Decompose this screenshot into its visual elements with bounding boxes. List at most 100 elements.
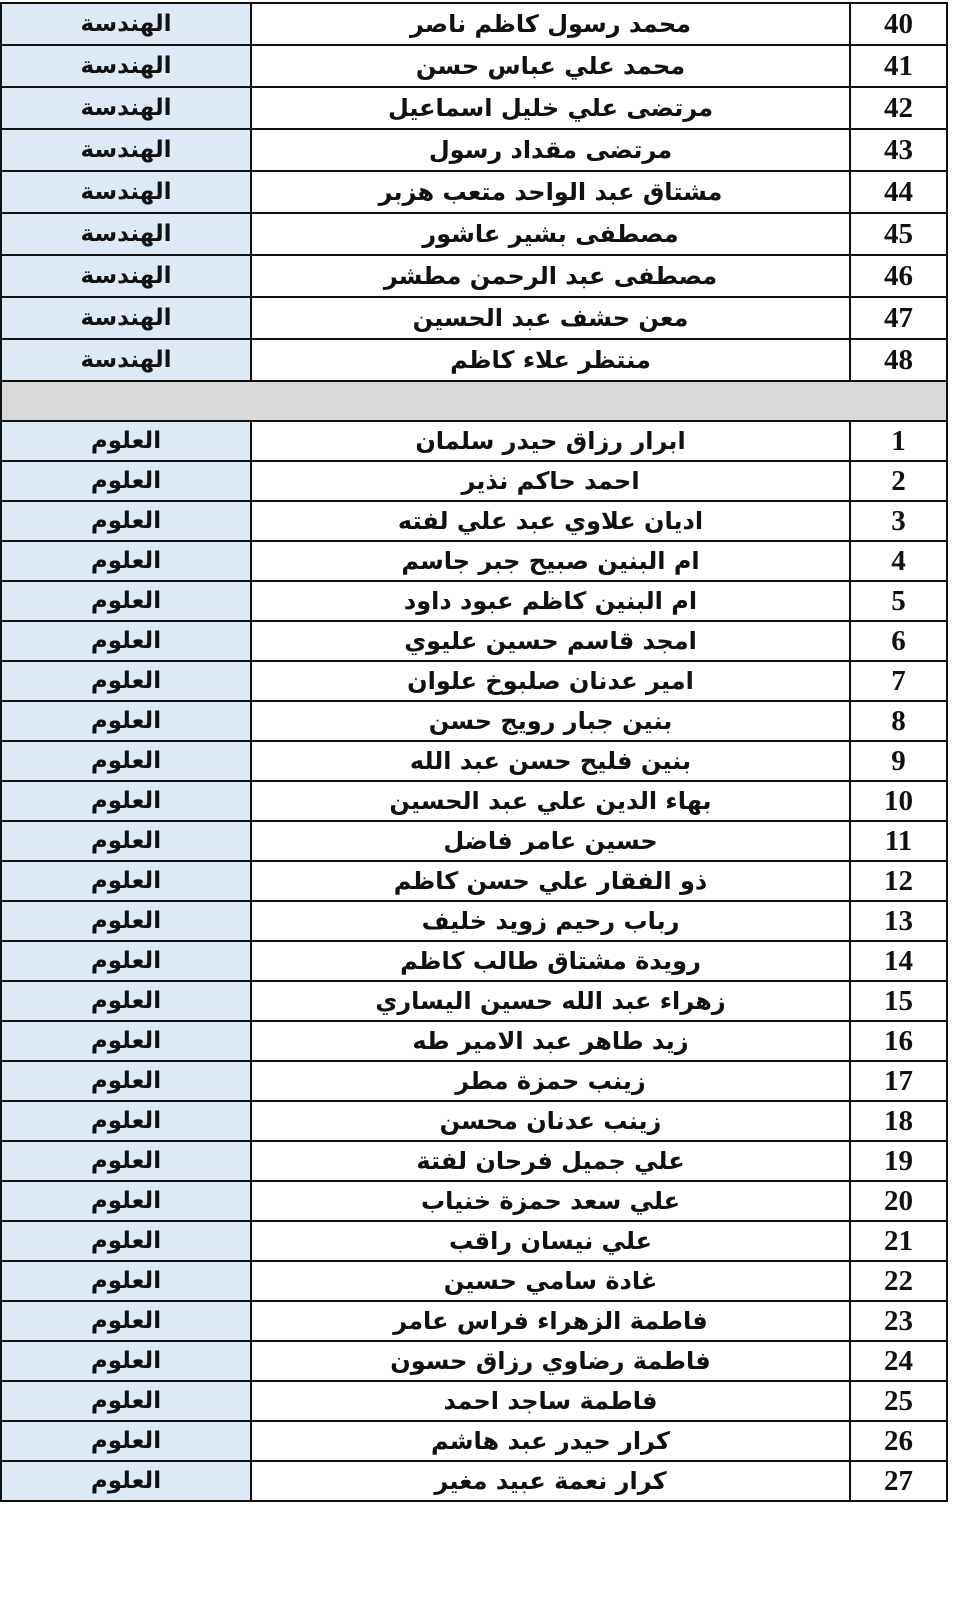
student-name-cell: منتظر علاء كاظم	[250, 338, 851, 382]
row-number-cell: 14	[849, 940, 948, 982]
department-cell: العلوم	[0, 1460, 252, 1502]
student-name-cell: احمد حاكم نذير	[250, 460, 851, 502]
student-name-cell: محمد علي عباس حسن	[250, 44, 851, 88]
row-number-cell: 48	[849, 338, 948, 382]
row-number-cell: 7	[849, 660, 948, 702]
row-number-cell: 16	[849, 1020, 948, 1062]
table-row: العلوم ام البنين كاظم عبود داود 5	[0, 580, 948, 622]
table-row: العلوم علي جميل فرحان لفتة 19	[0, 1140, 948, 1182]
student-name-cell: مرتضى علي خليل اسماعيل	[250, 86, 851, 130]
student-name-cell: امجد قاسم حسين عليوي	[250, 620, 851, 662]
student-name-cell: حسين عامر فاضل	[250, 820, 851, 862]
table-row: العلوم بنين فليح حسن عبد الله 9	[0, 740, 948, 782]
student-name-cell: محمد رسول كاظم ناصر	[250, 2, 851, 46]
student-name-cell: امير عدنان صلبوخ علوان	[250, 660, 851, 702]
row-number-cell: 24	[849, 1340, 948, 1382]
department-cell: العلوم	[0, 1060, 252, 1102]
department-cell: العلوم	[0, 1220, 252, 1262]
table-row: الهندسة مصطفى عبد الرحمن مطشر 46	[0, 254, 948, 298]
row-number-cell: 21	[849, 1220, 948, 1262]
row-number-cell: 18	[849, 1100, 948, 1142]
department-cell: العلوم	[0, 540, 252, 582]
row-number-cell: 2	[849, 460, 948, 502]
department-cell: العلوم	[0, 1380, 252, 1422]
student-name-cell: زيد طاهر عبد الامير طه	[250, 1020, 851, 1062]
table-row: العلوم زيد طاهر عبد الامير طه 16	[0, 1020, 948, 1062]
row-number-cell: 46	[849, 254, 948, 298]
row-number-cell: 41	[849, 44, 948, 88]
table-row: العلوم رباب رحيم زويد خليف 13	[0, 900, 948, 942]
department-cell: العلوم	[0, 740, 252, 782]
student-name-cell: زهراء عبد الله حسين اليساري	[250, 980, 851, 1022]
row-number-cell: 5	[849, 580, 948, 622]
department-cell: العلوم	[0, 1260, 252, 1302]
row-number-cell: 9	[849, 740, 948, 782]
department-cell: الهندسة	[0, 44, 252, 88]
table-row: العلوم علي نيسان راقب 21	[0, 1220, 948, 1262]
row-number-cell: 1	[849, 420, 948, 462]
row-number-cell: 22	[849, 1260, 948, 1302]
department-cell: العلوم	[0, 1100, 252, 1142]
department-cell: العلوم	[0, 780, 252, 822]
student-name-cell: رباب رحيم زويد خليف	[250, 900, 851, 942]
student-name-cell: ام البنين صبيح جبر جاسم	[250, 540, 851, 582]
student-name-cell: معن حشف عبد الحسين	[250, 296, 851, 340]
student-name-cell: مرتضى مقداد رسول	[250, 128, 851, 172]
student-name-cell: فاطمة ساجد احمد	[250, 1380, 851, 1422]
department-cell: العلوم	[0, 1300, 252, 1342]
department-cell: العلوم	[0, 1340, 252, 1382]
table-row: العلوم غادة سامي حسين 22	[0, 1260, 948, 1302]
department-cell: العلوم	[0, 500, 252, 542]
student-list-table: الهندسة محمد رسول كاظم ناصر 40 الهندسة محمد …	[0, 2, 948, 1502]
department-cell: العلوم	[0, 1420, 252, 1462]
table-row: العلوم امجد قاسم حسين عليوي 6	[0, 620, 948, 662]
student-name-cell: بهاء الدين علي عبد الحسين	[250, 780, 851, 822]
student-name-cell: بنين جبار رويج حسن	[250, 700, 851, 742]
table-row: الهندسة منتظر علاء كاظم 48	[0, 338, 948, 382]
student-name-cell: مشتاق عبد الواحد متعب هزبر	[250, 170, 851, 214]
row-number-cell: 23	[849, 1300, 948, 1342]
table-row: الهندسة معن حشف عبد الحسين 47	[0, 296, 948, 340]
department-cell: الهندسة	[0, 128, 252, 172]
table-row: العلوم فاطمة الزهراء فراس عامر 23	[0, 1300, 948, 1342]
table-row: العلوم بنين جبار رويج حسن 8	[0, 700, 948, 742]
student-name-cell: زينب حمزة مطر	[250, 1060, 851, 1102]
row-number-cell: 11	[849, 820, 948, 862]
department-cell: العلوم	[0, 940, 252, 982]
department-cell: العلوم	[0, 700, 252, 742]
student-name-cell: كرار نعمة عبيد مغير	[250, 1460, 851, 1502]
row-number-cell: 8	[849, 700, 948, 742]
table-row: العلوم ذو الفقار علي حسن كاظم 12	[0, 860, 948, 902]
table-row: العلوم زهراء عبد الله حسين اليساري 15	[0, 980, 948, 1022]
department-cell: العلوم	[0, 860, 252, 902]
section-separator-row	[0, 380, 948, 422]
table-row: العلوم فاطمة رضاوي رزاق حسون 24	[0, 1340, 948, 1382]
table-row: العلوم زينب عدنان محسن 18	[0, 1100, 948, 1142]
separator-cell	[0, 380, 948, 422]
table-row: العلوم ابرار رزاق حيدر سلمان 1	[0, 420, 948, 462]
student-name-cell: فاطمة رضاوي رزاق حسون	[250, 1340, 851, 1382]
row-number-cell: 47	[849, 296, 948, 340]
department-cell: العلوم	[0, 1140, 252, 1182]
row-number-cell: 4	[849, 540, 948, 582]
student-name-cell: علي نيسان راقب	[250, 1220, 851, 1262]
table-row: العلوم احمد حاكم نذير 2	[0, 460, 948, 502]
table-body: الهندسة محمد رسول كاظم ناصر 40 الهندسة محمد …	[0, 2, 948, 1502]
row-number-cell: 19	[849, 1140, 948, 1182]
department-cell: العلوم	[0, 620, 252, 662]
department-cell: الهندسة	[0, 212, 252, 256]
department-cell: الهندسة	[0, 338, 252, 382]
department-cell: الهندسة	[0, 86, 252, 130]
department-cell: العلوم	[0, 580, 252, 622]
row-number-cell: 6	[849, 620, 948, 662]
student-name-cell: رويدة مشتاق طالب كاظم	[250, 940, 851, 982]
department-cell: العلوم	[0, 1180, 252, 1222]
department-cell: العلوم	[0, 460, 252, 502]
department-cell: العلوم	[0, 1020, 252, 1062]
student-name-cell: اديان علاوي عبد علي لفته	[250, 500, 851, 542]
student-name-cell: علي جميل فرحان لفتة	[250, 1140, 851, 1182]
row-number-cell: 15	[849, 980, 948, 1022]
table-row: العلوم كرار نعمة عبيد مغير 27	[0, 1460, 948, 1502]
row-number-cell: 12	[849, 860, 948, 902]
row-number-cell: 25	[849, 1380, 948, 1422]
